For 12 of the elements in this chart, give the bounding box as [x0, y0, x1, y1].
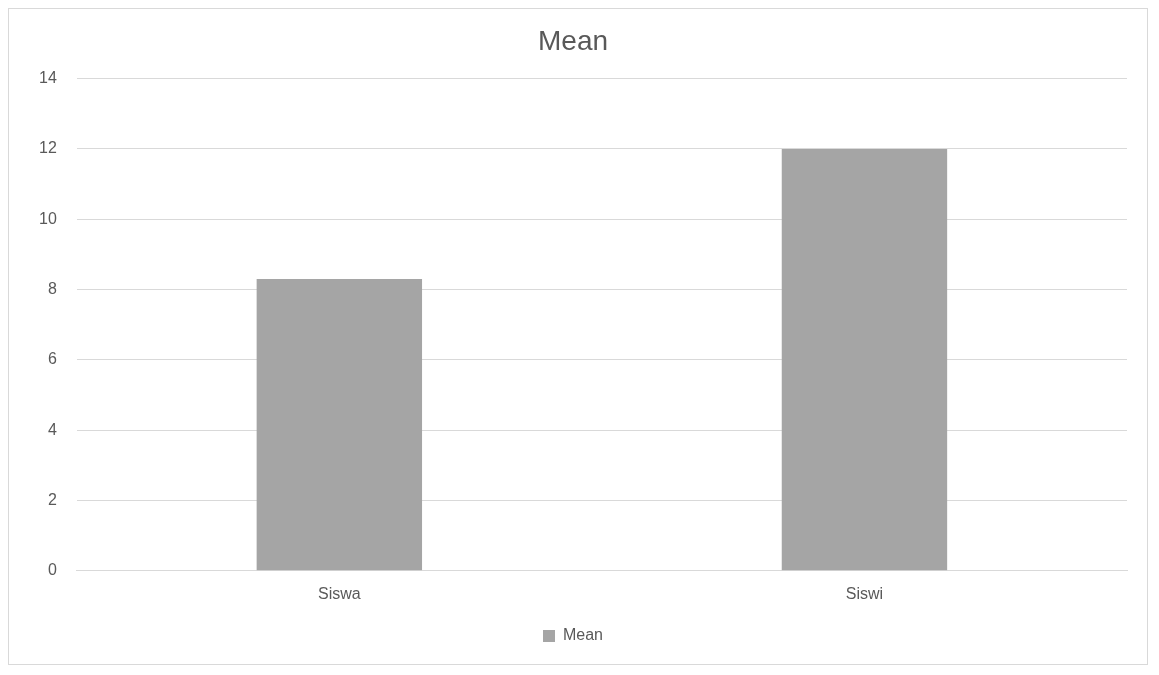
x-tick-label: Siswi — [845, 584, 884, 602]
y-tick-label: 2 — [47, 490, 57, 508]
legend-label: Mean — [562, 626, 604, 644]
y-tick-label: 6 — [47, 350, 57, 368]
y-tick-label: 10 — [39, 209, 57, 227]
y-tick-label: 14 — [39, 69, 57, 87]
y-tick-label: 0 — [47, 561, 57, 579]
y-tick-label: 4 — [47, 420, 57, 438]
chart-title: Mean — [537, 24, 609, 56]
x-tick-label: Siswa — [318, 584, 361, 602]
y-tick-label: 8 — [47, 279, 57, 297]
y-tick-label: 12 — [39, 139, 57, 157]
